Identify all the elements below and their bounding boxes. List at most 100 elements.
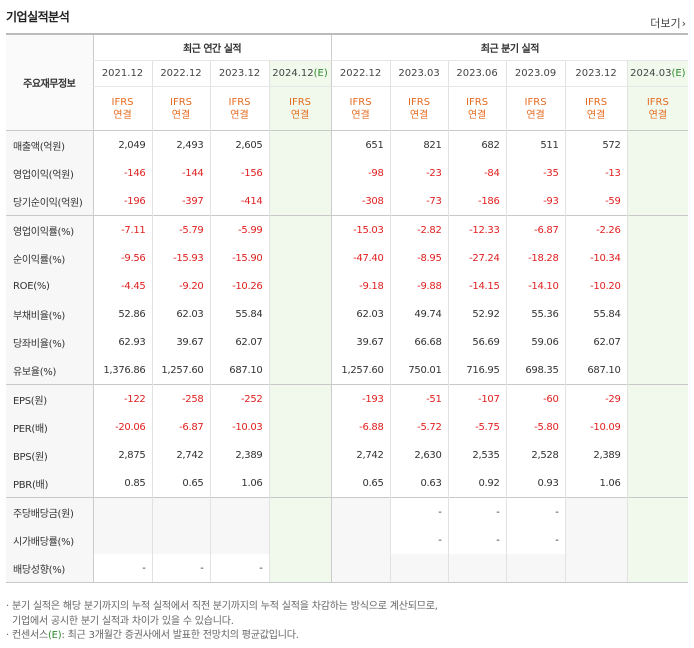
period-header: 2023.03 — [389, 60, 449, 87]
table-cell: -18.28 — [505, 244, 566, 272]
table-cell — [389, 554, 449, 583]
table-row: 유보율(%) 1,376.86 1,257.60 687.10 1,257.60 750.… — [6, 356, 689, 385]
table-cell — [209, 497, 269, 526]
table-cell: 62.03 — [151, 300, 210, 328]
table-cell: -9.20 — [151, 272, 210, 300]
ifrs-label: IFRS 연결 — [389, 86, 449, 131]
row-label: 배당성향(%) — [6, 554, 93, 583]
table-cell: 572 — [564, 130, 628, 159]
table-cell: 1.06 — [209, 469, 269, 498]
table-cell: 2,535 — [447, 441, 507, 469]
table-cell — [626, 554, 689, 583]
table-cell: 1.06 — [564, 469, 628, 498]
row-label: EPS(원) — [6, 384, 93, 413]
footnote-consensus: · 컨센서스(E): 최근 3개월간 증권사에서 발표한 전망치의 평균값입니다… — [6, 629, 438, 644]
table-cell: -60 — [505, 384, 566, 413]
table-cell: 0.85 — [92, 469, 152, 498]
row-label: 주당배당금(원) — [6, 497, 93, 526]
table-cell: -27.24 — [447, 244, 507, 272]
table-cell: 49.74 — [389, 300, 449, 328]
table-cell: -4.45 — [92, 272, 152, 300]
table-cell: 716.95 — [447, 356, 507, 385]
ifrs-label: IFRS 연결 — [505, 86, 566, 131]
footnote-quarterly: · 분기 실적은 해당 분기까지의 누적 실적에서 직전 분기까지의 누적 실적… — [6, 601, 438, 612]
row-label: PBR(배) — [6, 469, 93, 498]
table-cell — [626, 356, 689, 385]
table-cell: -2.26 — [564, 215, 628, 244]
table-cell — [505, 554, 566, 583]
table-row: PBR(배) 0.85 0.65 1.06 0.65 0.63 0.92 0.93 1.06 — [6, 469, 689, 498]
ifrs-label: IFRS 연결 — [330, 86, 391, 131]
table-cell: -10.20 — [564, 272, 628, 300]
row-label: 당좌비율(%) — [6, 328, 93, 356]
table-cell: 2,742 — [330, 441, 391, 469]
table-cell: -15.90 — [209, 244, 269, 272]
table-cell: 1,257.60 — [330, 356, 391, 385]
table-cell: - — [505, 497, 566, 526]
row-label: 시가배당률(%) — [6, 526, 93, 554]
table-cell: 2,742 — [151, 441, 210, 469]
table-cell: -5.99 — [209, 215, 269, 244]
table-cell: 2,630 — [389, 441, 449, 469]
table-cell — [626, 130, 689, 159]
table-cell: 2,389 — [564, 441, 628, 469]
table-cell: -98 — [330, 159, 391, 187]
chevron-right-icon[interactable]: › — [681, 17, 686, 30]
table-cell: -5.80 — [505, 413, 566, 441]
more-label[interactable]: 더보기 — [650, 17, 681, 30]
table-cell: -9.56 — [92, 244, 152, 272]
table-cell — [268, 554, 332, 583]
table-cell — [626, 300, 689, 328]
table-cell: 2,605 — [209, 130, 269, 159]
table-cell: 750.01 — [389, 356, 449, 385]
table-cell: -146 — [92, 159, 152, 187]
table-cell — [626, 159, 689, 187]
row-label: ROE(%) — [6, 272, 93, 300]
table-cell: -107 — [447, 384, 507, 413]
table-cell: -5.72 — [389, 413, 449, 441]
table-cell: - — [447, 497, 507, 526]
footnote-consensus-prefix: · 컨센서스 — [6, 630, 48, 641]
table-cell: -7.11 — [92, 215, 152, 244]
table-cell — [626, 272, 689, 300]
table-cell: 0.65 — [151, 469, 210, 498]
table-cell: 39.67 — [151, 328, 210, 356]
row-label: PER(배) — [6, 413, 93, 441]
table-cell: -73 — [389, 187, 449, 216]
row-label: BPS(원) — [6, 441, 93, 469]
table-row: PER(배) -20.06 -6.87 -10.03 -6.88 -5.72 -5.75 -5… — [6, 413, 689, 441]
table-row: 주당배당금(원) - - - — [6, 497, 689, 526]
table-cell: - — [151, 554, 210, 583]
estimate-mark: (E) — [671, 68, 686, 79]
table-cell: -15.03 — [330, 215, 391, 244]
table-cell: 62.93 — [92, 328, 152, 356]
table-cell: - — [447, 526, 507, 554]
table-cell: - — [92, 554, 152, 583]
table-cell: -144 — [151, 159, 210, 187]
more-link[interactable]: 더보기› — [650, 15, 686, 31]
table-cell — [447, 554, 507, 583]
table-cell — [268, 215, 332, 244]
table-cell: 687.10 — [209, 356, 269, 385]
table-cell: 651 — [330, 130, 391, 159]
table-cell: - — [389, 526, 449, 554]
table-cell: 0.63 — [389, 469, 449, 498]
period-header: 2022.12 — [330, 60, 391, 87]
estimate-mark: (E) — [313, 68, 328, 79]
table-cell — [268, 159, 332, 187]
table-cell — [626, 187, 689, 216]
table-cell — [209, 526, 269, 554]
table-cell — [268, 526, 332, 554]
ifrs-label: IFRS 연결 — [209, 86, 269, 131]
table-cell — [151, 526, 210, 554]
table-row: 순이익률(%) -9.56 -15.93 -15.90 -47.40 -8.95 -27.2… — [6, 244, 689, 272]
period-header: 2023.09 — [505, 60, 566, 87]
table-cell: 1,257.60 — [151, 356, 210, 385]
table-cell — [268, 469, 332, 498]
table-cell: -252 — [209, 384, 269, 413]
table-cell: -2.82 — [389, 215, 449, 244]
table-cell: -47.40 — [330, 244, 391, 272]
table-cell: -196 — [92, 187, 152, 216]
table-cell: -14.10 — [505, 272, 566, 300]
table-cell — [626, 413, 689, 441]
